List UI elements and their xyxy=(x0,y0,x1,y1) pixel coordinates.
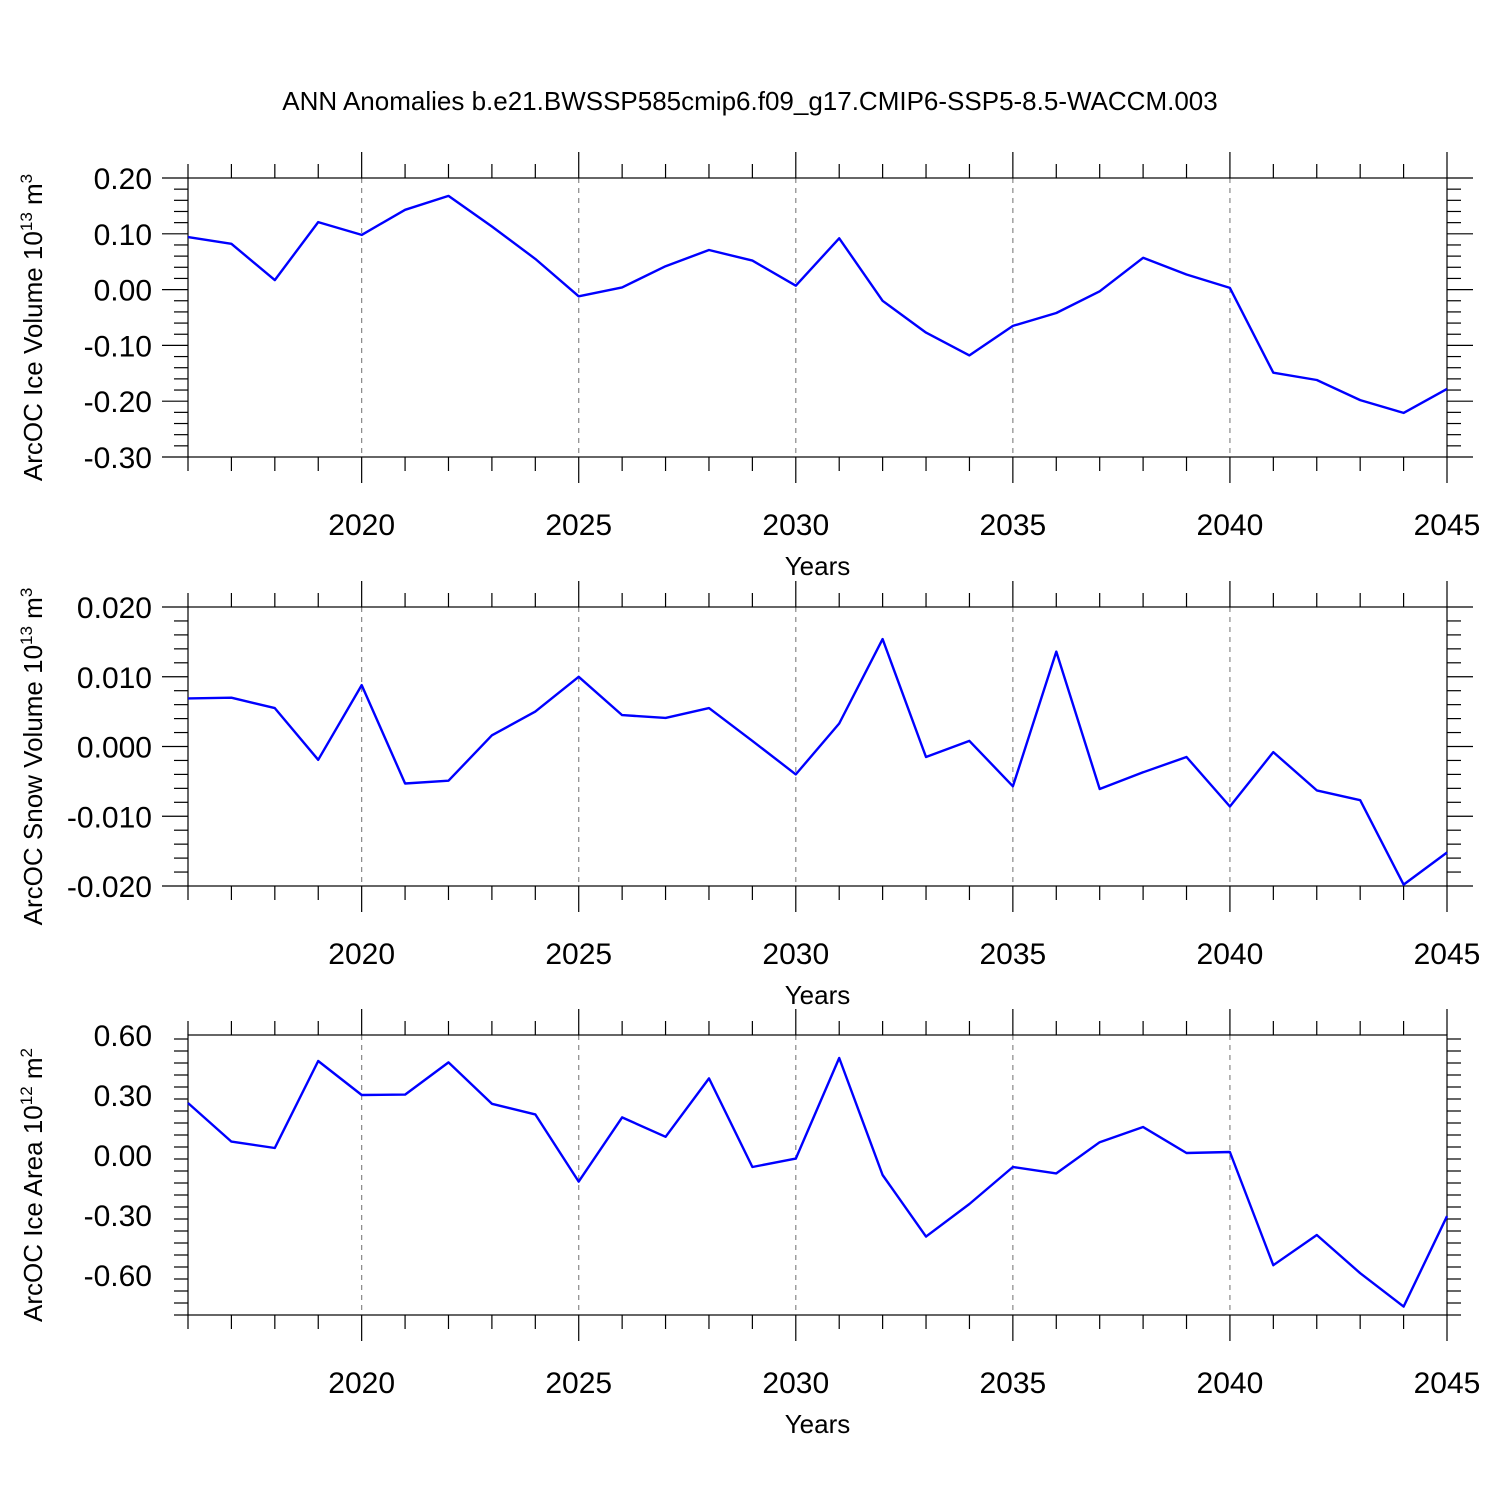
y-tick-label: 0.020 xyxy=(77,592,152,625)
y-tick-label: -0.30 xyxy=(84,1200,152,1233)
y-tick-label: -0.020 xyxy=(67,871,152,904)
series-line xyxy=(187,637,1448,886)
y-axis-label: ArcOC Snow Volume 1013 m3 xyxy=(17,588,48,926)
y-tick-label: 0.10 xyxy=(94,219,152,252)
y-tick-label: 0.60 xyxy=(94,1020,152,1053)
x-axis-label: Years xyxy=(785,1409,851,1439)
x-tick-label: 2030 xyxy=(762,1367,829,1400)
x-tick-label: 2030 xyxy=(762,938,829,971)
y-tick-label: 0.30 xyxy=(94,1080,152,1113)
x-tick-label: 2040 xyxy=(1197,1367,1264,1400)
y-tick-label: -0.30 xyxy=(84,442,152,475)
y-tick-label: 0.010 xyxy=(77,662,152,695)
x-tick-label: 2020 xyxy=(328,1367,395,1400)
x-axis-label: Years xyxy=(785,551,851,581)
x-tick-label: 2040 xyxy=(1197,938,1264,971)
y-axis-label: ArcOC Ice Volume 1013 m3 xyxy=(17,174,48,481)
y-tick-label: 0.20 xyxy=(94,163,152,196)
y-tick-label: -0.10 xyxy=(84,330,152,363)
x-tick-label: 2020 xyxy=(328,509,395,542)
x-tick-label: 2035 xyxy=(979,1367,1046,1400)
x-tick-label: 2030 xyxy=(762,509,829,542)
y-tick-label: 0.00 xyxy=(94,1140,152,1173)
y-tick-label: -0.20 xyxy=(84,386,152,419)
x-tick-label: 2020 xyxy=(328,938,395,971)
x-tick-label: 2025 xyxy=(545,938,612,971)
plot-frame xyxy=(187,177,1448,458)
series-line xyxy=(187,1056,1449,1308)
x-tick-label: 2025 xyxy=(545,1367,612,1400)
x-tick-label: 2035 xyxy=(979,509,1046,542)
x-axis-label: Years xyxy=(785,980,851,1010)
y-tick-label: 0.00 xyxy=(94,275,152,308)
y-tick-label: -0.010 xyxy=(67,801,152,834)
x-tick-label: 2025 xyxy=(545,509,612,542)
x-tick-label: 2040 xyxy=(1197,509,1264,542)
chart-title: ANN Anomalies b.e21.BWSSP585cmip6.f09_g1… xyxy=(282,86,1217,116)
plot-frame xyxy=(187,1034,1448,1316)
x-tick-label: 2035 xyxy=(979,938,1046,971)
y-axis-label: ArcOC Ice Area 1012 m2 xyxy=(17,1048,48,1322)
x-tick-label: 2045 xyxy=(1414,938,1481,971)
x-tick-label: 2045 xyxy=(1414,1367,1481,1400)
plot-frame xyxy=(187,606,1448,887)
x-tick-label: 2045 xyxy=(1414,509,1481,542)
panel-2: 2020 2025 2030 2035 2040 2045 Years 0.020 0.010 0… xyxy=(17,581,1480,1010)
y-tick-label: -0.60 xyxy=(84,1260,152,1293)
y-tick-label: 0.000 xyxy=(77,732,152,765)
panel-3: 2020 2025 2030 2035 2040 2045 Years 0.60 0.30 0.0… xyxy=(17,1009,1480,1439)
series-line xyxy=(187,194,1448,415)
panel-1: 2020 2025 2030 2035 2040 2045 Years 0.20 0.10 0.0… xyxy=(17,152,1480,581)
